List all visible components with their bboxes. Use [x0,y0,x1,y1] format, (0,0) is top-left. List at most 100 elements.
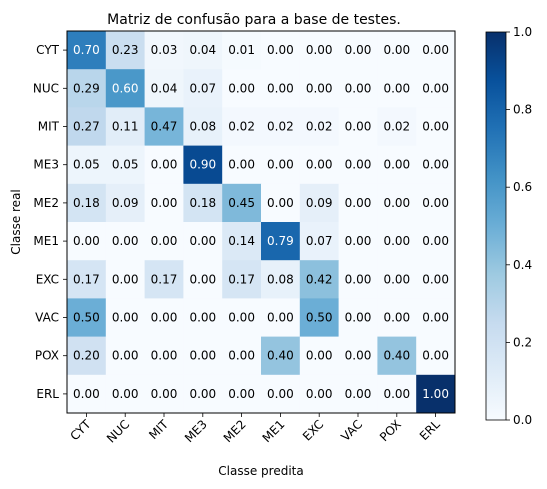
cell-value-label: 0.02 [228,120,255,134]
cell-value-label: 0.00 [189,387,216,401]
cell-value-label: 0.05 [73,158,100,172]
cell-value-label: 0.00 [306,158,333,172]
cell-value-label: 0.40 [267,349,294,363]
x-tick-label: ERL [417,417,443,443]
x-axis: CYT NUC MIT ME3 ME2 ME1 EXC VAC POX ERL [67,413,442,446]
cell-value-label: 0.00 [112,272,139,286]
colorbar-tick-label: 0.4 [513,258,532,272]
cell-value-label: 0.00 [306,43,333,57]
cell-value-label: 0.00 [267,311,294,325]
cell-value-label: 0.00 [345,349,372,363]
cell-value-label: 0.00 [189,234,216,248]
cell-value-label: 0.27 [73,120,100,134]
cell-value-label: 0.00 [345,120,372,134]
cell-value-label: 0.08 [189,120,216,134]
cell-value-label: 0.00 [189,272,216,286]
cell-value-label: 0.00 [383,387,410,401]
x-tick-label: MIT [146,417,171,442]
cell-value-label: 0.00 [422,120,449,134]
cell-value-label: 0.45 [228,196,255,210]
y-axis: CYT NUC MIT ME3 ME2 ME1 EXC VAC POX ERL [33,43,67,401]
cell-value-label: 0.14 [228,234,255,248]
cell-value-label: 0.00 [422,311,449,325]
cell-value-label: 0.00 [383,43,410,57]
y-tick-label: NUC [33,81,59,95]
cell-value-label: 0.00 [345,387,372,401]
cell-value-label: 0.00 [345,43,372,57]
cell-value-label: 0.79 [267,234,294,248]
cell-value-label: 0.00 [151,387,178,401]
cell-value-label: 0.00 [383,81,410,95]
x-tick-label: NUC [104,417,132,445]
cell-value-label: 0.00 [345,311,372,325]
colorbar-tick-label: 0.8 [513,103,532,117]
cell-value-label: 0.00 [306,349,333,363]
cell-value-label: 0.03 [151,43,178,57]
cell-value-label: 0.00 [267,43,294,57]
cell-value-label: 0.20 [73,349,100,363]
cell-value-label: 0.42 [306,272,333,286]
cell-value-label: 0.07 [189,81,216,95]
colorbar-tick-label: 0.6 [513,180,532,194]
cell-value-label: 0.02 [267,120,294,134]
cell-value-label: 0.00 [422,81,449,95]
cell-value-label: 0.00 [228,387,255,401]
cell-value-label: 0.05 [112,158,139,172]
cell-value-label: 0.00 [345,81,372,95]
cell-value-label: 0.40 [383,349,410,363]
cell-value-label: 0.17 [228,272,255,286]
cell-value-label: 0.00 [112,311,139,325]
cell-value-label: 0.00 [228,311,255,325]
x-tick-label: EXC [300,417,326,443]
y-tick-label: CYT [36,43,59,57]
cell-value-label: 0.70 [73,43,100,57]
y-tick-label: ME1 [33,234,59,248]
y-tick-label: ME3 [33,158,59,172]
cell-value-label: 0.00 [422,158,449,172]
cell-value-label: 0.08 [267,272,294,286]
cell-value-label: 0.47 [151,120,178,134]
cell-value-label: 0.00 [73,234,100,248]
y-axis-label: Classe real [9,189,23,255]
cell-value-label: 0.00 [345,234,372,248]
cell-value-label: 0.00 [267,158,294,172]
cell-value-label: 0.90 [189,158,216,172]
x-axis-label: Classe predita [218,464,303,478]
chart-title: Matriz de confusão para a base de testes… [107,12,401,28]
cell-value-label: 0.50 [73,311,100,325]
cell-value-label: 0.04 [151,81,178,95]
cell-value-label: 0.00 [422,349,449,363]
cell-value-label: 0.00 [422,43,449,57]
cell-value-label: 0.00 [267,387,294,401]
colorbar [486,32,506,420]
cell-value-label: 0.18 [73,196,100,210]
cell-value-label: 0.00 [151,158,178,172]
cell-value-label: 0.00 [112,234,139,248]
cell-value-label: 0.00 [383,311,410,325]
cell-value-label: 0.00 [151,196,178,210]
cell-value-label: 0.02 [383,120,410,134]
cell-value-label: 0.23 [112,43,139,57]
y-tick-label: ERL [36,387,59,401]
cell-value-label: 0.00 [306,81,333,95]
cell-value-label: 0.09 [306,196,333,210]
cell-value-label: 0.17 [151,272,178,286]
cell-value-label: 0.00 [267,81,294,95]
y-tick-label: ME2 [33,196,59,210]
cell-value-label: 0.00 [422,196,449,210]
cell-value-label: 0.00 [151,311,178,325]
cell-value-label: 0.00 [112,349,139,363]
cell-value-label: 0.00 [112,387,139,401]
y-tick-label: MIT [38,120,60,134]
cell-value-label: 1.00 [422,387,449,401]
cell-value-label: 0.11 [112,120,139,134]
cell-value-label: 0.00 [422,272,449,286]
colorbar-ticks: 0.0 0.2 0.4 0.6 0.8 1.0 [506,25,532,427]
cell-value-label: 0.09 [112,196,139,210]
cell-value-label: 0.00 [267,196,294,210]
colorbar-tick-label: 0.2 [513,335,532,349]
cell-value-label: 0.00 [228,158,255,172]
cell-value-label: 0.00 [151,349,178,363]
cell-value-label: 0.07 [306,234,333,248]
cell-value-label: 0.00 [228,81,255,95]
